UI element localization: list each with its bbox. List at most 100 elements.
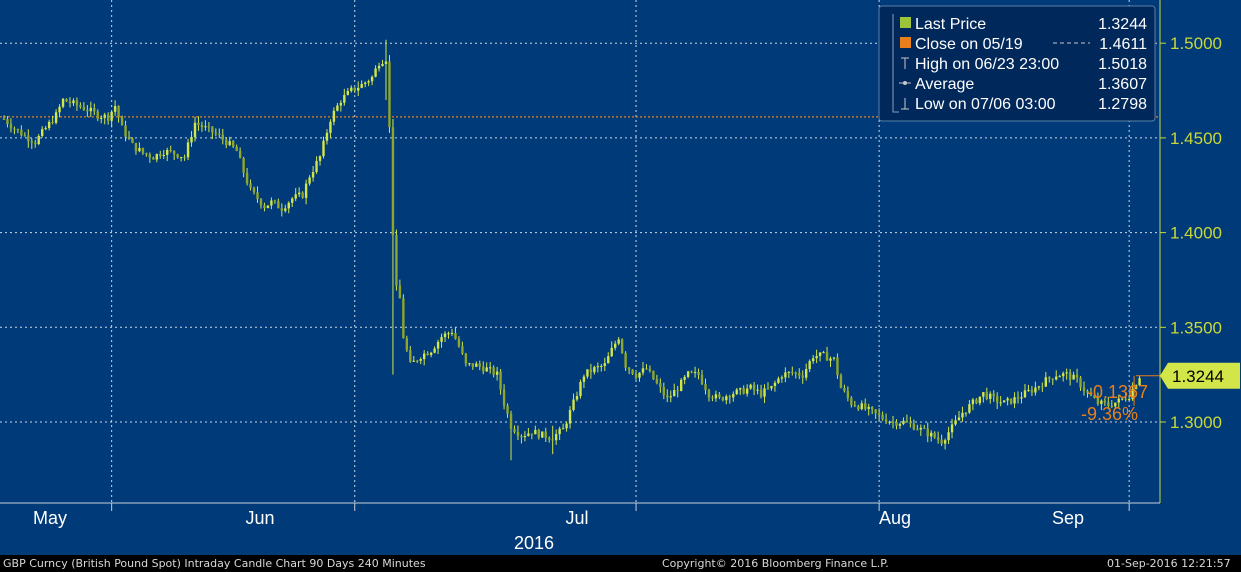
candle-body [291,198,294,203]
candle-body [72,100,75,104]
candle-body [86,110,89,112]
candle-body [363,82,367,85]
x-tick-label: Sep [1052,508,1084,528]
candle-body [93,107,96,112]
candle-body [308,177,311,184]
candle-body [141,148,145,154]
candle-body [645,368,648,370]
candle-body [909,422,912,424]
candle-body [245,172,249,184]
candle-body [669,396,672,398]
candle-body [572,399,575,410]
candle-body [544,431,547,438]
footer-timestamp: 01-Sep-2016 12:21:57 [1107,557,1231,570]
candle-body [6,119,9,125]
legend-box: Last Price 1.3244 Close on 05/19 1.4611 … [878,5,1156,122]
candle-body [676,390,679,392]
candle-body [353,87,356,91]
candle-body [603,363,606,366]
candle-body [27,135,30,142]
x-year-label: 2016 [514,533,554,553]
legend-item-low: Low on 07/06 03:00 1.2798 [901,96,1147,113]
candle-body [1127,399,1131,401]
candle-body [266,205,270,208]
candle-body [846,390,850,398]
candle-body [384,61,388,65]
candle-body [982,392,985,397]
average-marker-dot [903,81,907,85]
candle-body [975,399,978,404]
candle-body [808,361,811,370]
candle-body [780,377,784,379]
candle-body [565,423,568,429]
candle-body [999,402,1002,404]
square-green-icon [900,17,911,28]
candle-body [190,136,193,143]
candle-body [530,433,534,435]
candle-body [468,363,471,365]
legend-bracket [892,14,899,113]
candle-body [304,183,308,198]
candle-body [534,429,537,435]
candle-body [433,348,436,353]
candle-body [426,353,429,356]
candle-body [301,192,304,198]
candle-body [374,68,377,77]
candle-body [350,87,353,91]
candle-body [238,150,242,159]
candle-body [1023,390,1027,398]
candle-body [777,378,780,383]
candle-body [784,372,787,378]
candle-body [1089,392,1093,396]
candle-body [110,111,113,121]
candle-body [607,356,610,364]
candles-layer [2,39,1141,461]
candle-body [82,107,86,111]
legend-value: 1.5018 [1098,56,1147,73]
legend-value: 1.2798 [1098,96,1147,113]
candle-body [464,353,468,364]
candle-body [718,394,721,398]
candle-body [482,366,485,372]
candle-body [138,148,141,152]
candle-body [34,142,37,145]
candle-body [596,366,600,368]
candle-body [679,379,683,391]
candle-body [13,128,16,130]
candle-body [1121,398,1124,400]
candle-body [614,343,617,348]
candle-body [183,157,186,159]
candle-body [943,440,947,444]
candle-body [478,363,481,367]
candle-body [502,389,506,406]
candle-body [516,432,520,436]
candle-body [96,111,99,119]
candle-body [631,369,634,374]
candle-body [405,338,409,350]
candle-body [985,392,988,399]
candle-body [725,396,728,401]
candle-body [65,98,68,102]
candle-body [961,412,964,418]
candle-body [659,383,662,387]
candle-body [106,114,110,121]
candle-body [134,142,138,152]
candle-body [16,129,20,131]
candle-body [874,409,877,414]
candle-body [457,338,461,347]
candle-body [436,341,440,349]
candle-body [766,388,770,390]
candle-body [1103,400,1107,403]
candle-body [950,424,954,433]
candle-body [124,125,127,137]
candle-body [745,388,749,394]
legend-label: Average [915,76,974,93]
candle-body [947,432,950,441]
candle-body [176,154,179,158]
candle-body [429,352,433,356]
candle-body [228,141,231,146]
candle-body [666,395,669,398]
candle-body [561,428,565,430]
candle-body [575,396,579,400]
candle-body [791,371,794,373]
